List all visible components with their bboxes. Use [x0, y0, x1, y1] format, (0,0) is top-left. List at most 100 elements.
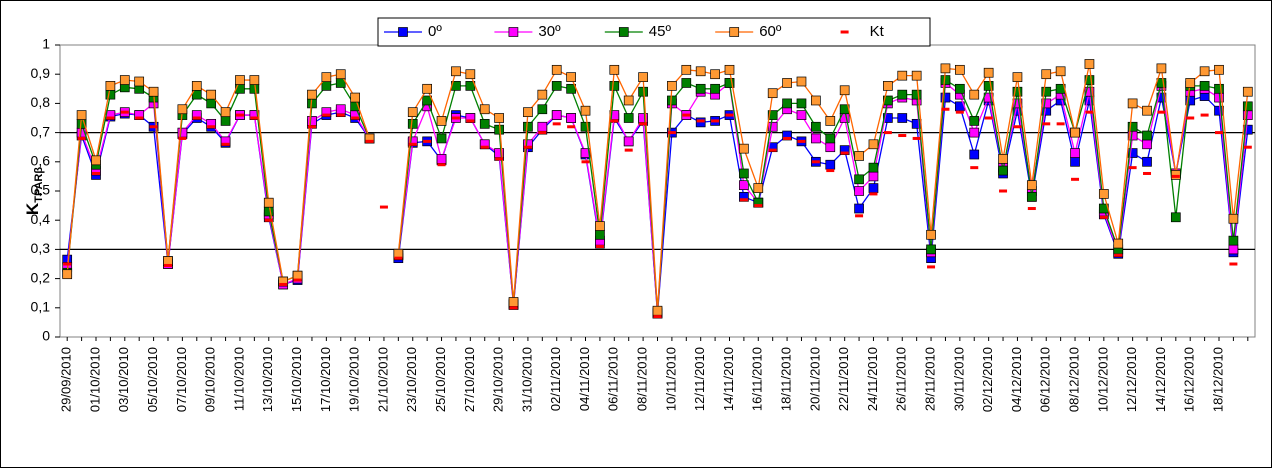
marker	[350, 92, 361, 103]
marker	[1228, 213, 1239, 224]
marker	[436, 133, 447, 144]
marker	[695, 66, 706, 77]
marker	[954, 83, 965, 94]
marker	[508, 297, 519, 307]
legend: 0º 30º 45º 60º Kt	[377, 17, 931, 47]
marker	[638, 72, 648, 82]
marker	[134, 76, 145, 87]
y-tick-label: 0,1	[31, 299, 51, 315]
y-tick-label: 0,2	[31, 269, 51, 285]
marker	[1041, 69, 1052, 80]
marker	[1199, 81, 1210, 91]
marker	[969, 127, 980, 138]
marker	[1084, 59, 1095, 69]
marker	[868, 171, 879, 182]
marker	[479, 139, 490, 150]
marker	[623, 95, 634, 106]
marker	[451, 66, 461, 77]
marker	[710, 83, 720, 94]
marker	[407, 107, 418, 118]
marker	[940, 92, 951, 103]
marker	[1098, 189, 1109, 199]
x-tick-label: 27/10/2010	[462, 347, 477, 412]
marker	[926, 244, 936, 255]
marker	[753, 197, 764, 208]
marker	[263, 206, 274, 217]
marker	[1026, 191, 1037, 202]
x-tick-label: 22/11/2010	[836, 347, 851, 411]
marker	[422, 83, 432, 94]
marker	[681, 78, 692, 88]
marker	[926, 229, 936, 240]
marker	[1228, 244, 1239, 255]
marker	[407, 118, 418, 129]
marker	[883, 95, 893, 106]
marker	[580, 121, 591, 132]
marker	[854, 186, 864, 196]
y-label-main: K	[23, 202, 42, 215]
marker	[321, 81, 332, 91]
marker	[398, 27, 408, 37]
x-tick-label: 04/11/2010	[577, 347, 592, 411]
y-tick-label: 0,8	[31, 94, 51, 110]
marker	[811, 121, 821, 132]
x-tick-label: 29/10/2010	[491, 347, 506, 412]
marker	[796, 76, 807, 87]
marker	[767, 121, 778, 132]
marker	[1084, 86, 1095, 97]
x-tick-label: 04/12/2010	[1009, 347, 1024, 412]
marker	[883, 81, 893, 91]
marker	[667, 81, 677, 91]
y-tick-label: 0,3	[31, 240, 51, 256]
marker	[695, 83, 706, 94]
x-tick-label: 29/09/2010	[59, 347, 74, 412]
marker	[753, 183, 764, 193]
marker	[724, 64, 735, 75]
x-tick-label: 02/12/2010	[980, 347, 995, 412]
y-tick-label: 0,7	[31, 123, 51, 139]
x-tick-label: 16/12/2010	[1182, 347, 1197, 412]
x-tick-label: 11/10/2010	[231, 347, 246, 411]
marker	[307, 116, 317, 126]
marker	[1185, 78, 1196, 88]
marker	[523, 107, 533, 118]
x-tick-label: 12/11/2010	[692, 347, 707, 411]
marker	[609, 81, 620, 91]
marker	[523, 139, 533, 150]
marker	[206, 118, 217, 129]
marker	[739, 191, 749, 202]
marker	[1228, 235, 1239, 246]
marker	[1214, 83, 1224, 94]
marker	[191, 110, 202, 120]
x-tick-label: 09/10/2010	[203, 347, 218, 412]
marker	[911, 70, 922, 81]
marker	[796, 110, 807, 120]
marker	[1214, 64, 1224, 75]
marker	[335, 104, 346, 115]
x-tick-label: 08/12/2010	[1066, 347, 1081, 412]
marker	[278, 276, 289, 287]
marker	[537, 104, 548, 115]
x-tick-label: 06/11/2010	[606, 347, 621, 411]
marker	[494, 113, 504, 123]
marker	[911, 89, 922, 100]
legend-label: Kt	[870, 23, 885, 40]
marker	[681, 64, 692, 75]
marker	[897, 89, 908, 100]
marker	[105, 89, 116, 100]
marker	[235, 75, 245, 85]
marker	[825, 133, 836, 144]
marker	[105, 81, 116, 91]
x-tick-label: 20/11/2010	[807, 347, 822, 411]
marker	[595, 229, 605, 240]
marker	[436, 116, 447, 126]
y-tick-label: 0,9	[31, 65, 51, 81]
x-tick-label: 01/10/2010	[87, 347, 102, 412]
marker	[868, 162, 879, 173]
marker	[220, 136, 231, 147]
marker	[1142, 139, 1152, 150]
x-tick-label: 10/11/2010	[663, 347, 678, 411]
marker	[321, 107, 332, 118]
